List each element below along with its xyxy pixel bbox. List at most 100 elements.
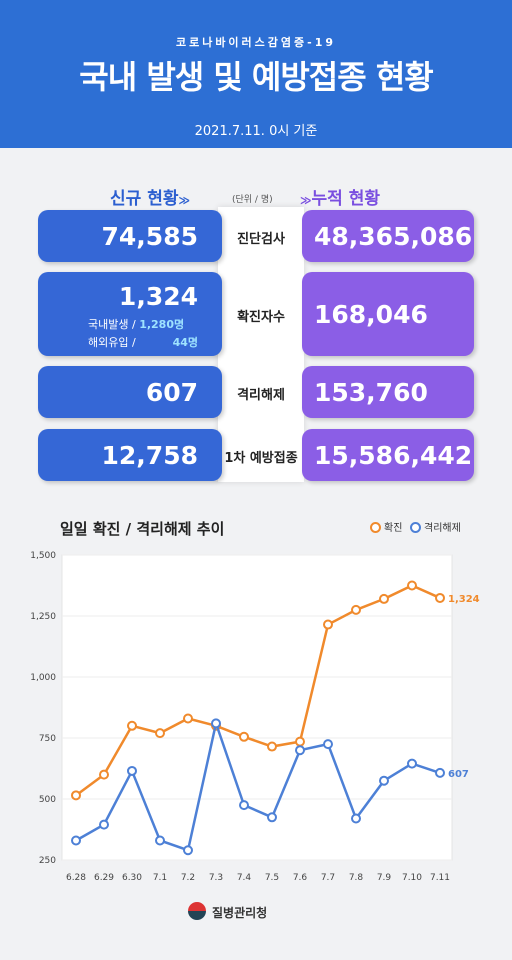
data-point xyxy=(127,765,137,776)
data-point xyxy=(183,713,193,724)
x-tick-label: 6.30 xyxy=(122,873,142,883)
chart-title: 일일 확진 / 격리해제 추이 xyxy=(60,520,225,538)
data-point xyxy=(99,769,109,780)
x-tick-label: 7.2 xyxy=(181,873,195,883)
data-point xyxy=(155,835,165,846)
x-tick-label: 7.3 xyxy=(209,873,223,883)
x-tick-label: 7.9 xyxy=(377,873,392,883)
new-released-value: 607 xyxy=(145,378,198,407)
data-point xyxy=(127,720,137,731)
legend-released: 격리해제 xyxy=(410,519,461,534)
plot-area xyxy=(61,554,453,861)
data-point xyxy=(323,739,333,750)
overseas-value-wrap: 44명 xyxy=(173,334,198,350)
cum-vaccinated-box: 15,586,442 xyxy=(302,429,474,481)
domestic-label: 국내발생 / xyxy=(88,318,136,331)
data-point xyxy=(295,745,305,756)
cum-released-value: 153,760 xyxy=(314,378,428,407)
data-point xyxy=(379,775,389,786)
x-tick-label: 7.1 xyxy=(153,873,167,883)
legend-label-released: 격리해제 xyxy=(424,523,461,534)
vaccinated-label: 1차 예방접종 xyxy=(224,451,298,466)
y-tick-label: 1,500 xyxy=(30,551,56,561)
new-status-label: 신규 현황 xyxy=(110,189,179,209)
new-released-box: 607 xyxy=(38,366,222,418)
cumulative-status-label: 누적 현황 xyxy=(311,189,380,209)
new-status-heading: 신규 현황≫ xyxy=(110,184,190,209)
legend-confirmed: 확진 xyxy=(370,519,402,534)
end-value-label: 1,324 xyxy=(448,594,480,605)
overseas-value: 44명 xyxy=(172,336,198,349)
domestic-cases: 국내발생 / 1,280명 xyxy=(88,316,184,332)
data-point xyxy=(239,731,249,742)
cum-cases-value: 168,046 xyxy=(314,300,428,329)
series-line-1 xyxy=(75,718,441,852)
x-tick-label: 7.4 xyxy=(237,873,252,883)
data-point xyxy=(435,592,445,603)
data-point xyxy=(295,736,305,747)
cum-tests-value: 48,365,086 xyxy=(314,222,473,251)
x-tick-label: 6.29 xyxy=(94,873,114,883)
data-point xyxy=(379,593,389,604)
domestic-value: 1,280명 xyxy=(139,318,185,331)
overseas-label: 해외유입 / xyxy=(88,336,136,349)
new-tests-box: 74,585 xyxy=(38,210,222,262)
x-tick-label: 7.11 xyxy=(430,873,450,883)
cases-label: 확진자수 xyxy=(237,310,285,325)
cum-cases-box: 168,046 xyxy=(302,272,474,356)
x-tick-label: 7.8 xyxy=(349,873,364,883)
data-point xyxy=(407,758,417,769)
legend-marker-confirmed xyxy=(370,522,381,533)
data-point xyxy=(351,604,361,615)
new-cases-value: 1,324 xyxy=(118,282,198,311)
x-tick-label: 7.5 xyxy=(265,873,279,883)
tests-label: 진단검사 xyxy=(237,232,285,247)
y-tick-label: 1,000 xyxy=(30,673,56,683)
new-vaccinated-value: 12,758 xyxy=(101,441,198,470)
chevron-down-icon: ≫ xyxy=(300,194,312,207)
x-tick-label: 7.6 xyxy=(293,873,308,883)
new-tests-value: 74,585 xyxy=(101,222,198,251)
kdca-logo xyxy=(188,902,206,920)
data-point xyxy=(267,741,277,752)
cum-vaccinated-value: 15,586,442 xyxy=(314,441,473,470)
header-date: 2021.7.11. 0시 기준 xyxy=(194,124,318,139)
legend-label-confirmed: 확진 xyxy=(384,523,403,534)
end-value-label: 607 xyxy=(448,769,469,780)
new-cases-box: 1,324 국내발생 / 1,280명 해외유입 / 44명 xyxy=(38,272,222,356)
data-point xyxy=(239,800,249,811)
header-banner: 코로나바이러스감염증-19 국내 발생 및 예방접종 현황 2021.7.11.… xyxy=(0,0,512,148)
data-point xyxy=(183,845,193,856)
overseas-cases: 해외유입 / xyxy=(88,334,136,350)
header-subtitle: 코로나바이러스감염증-19 xyxy=(175,36,337,49)
cum-tests-box: 48,365,086 xyxy=(302,210,474,262)
x-tick-label: 6.28 xyxy=(66,873,86,883)
data-point xyxy=(71,835,81,846)
cumulative-status-heading: ≫누적 현황 xyxy=(300,184,380,209)
y-tick-label: 250 xyxy=(39,856,56,866)
data-point xyxy=(351,813,361,824)
y-tick-label: 500 xyxy=(39,795,56,805)
new-vaccinated-box: 12,758 xyxy=(38,429,222,481)
x-tick-label: 7.10 xyxy=(402,873,422,883)
header-title: 국내 발생 및 예방접종 현황 xyxy=(79,58,433,96)
data-point xyxy=(211,718,221,729)
cum-released-box: 153,760 xyxy=(302,366,474,418)
label-column xyxy=(218,207,304,482)
data-point xyxy=(155,728,165,739)
y-tick-label: 1,250 xyxy=(30,612,56,622)
released-label: 격리해제 xyxy=(237,388,285,403)
data-point xyxy=(323,619,333,630)
data-point xyxy=(267,812,277,823)
data-point xyxy=(99,819,109,830)
chevron-down-icon: ≫ xyxy=(178,194,190,207)
y-tick-label: 750 xyxy=(39,734,56,744)
legend-marker-released xyxy=(410,522,421,533)
unit-label: (단위 / 명) xyxy=(232,195,273,205)
data-point xyxy=(407,580,417,591)
data-point xyxy=(71,790,81,801)
data-point xyxy=(435,767,445,778)
x-tick-label: 7.7 xyxy=(321,873,335,883)
footer-org: 질병관리청 xyxy=(212,906,268,920)
